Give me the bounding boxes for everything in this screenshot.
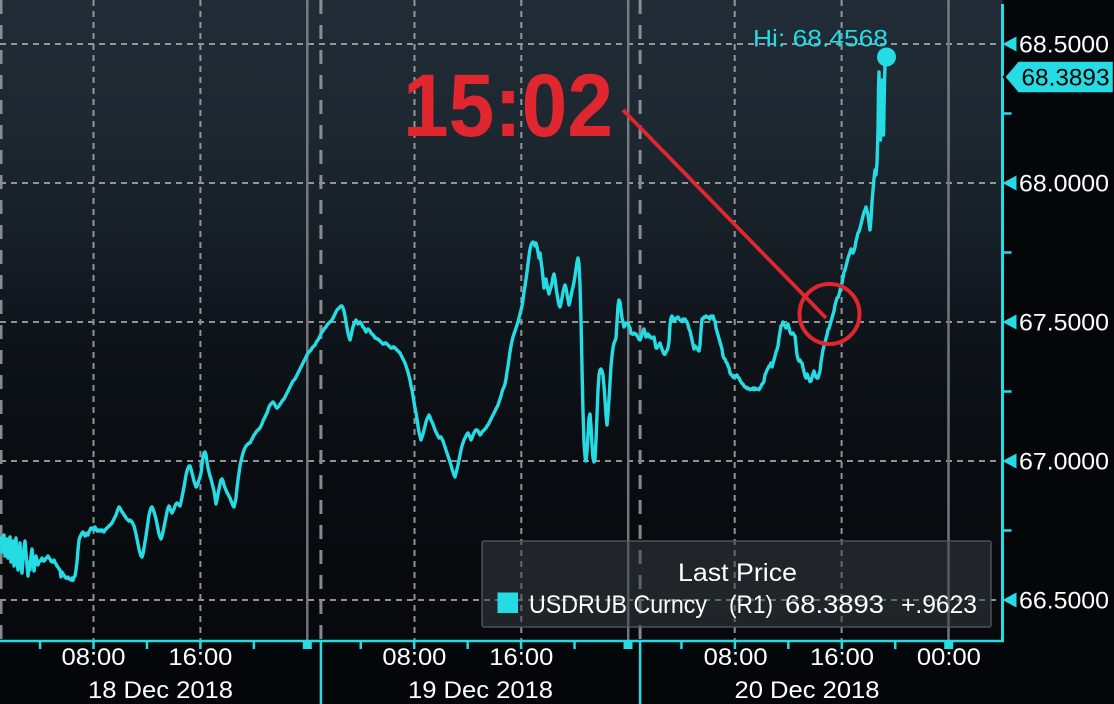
svg-text:08:00: 08:00: [704, 644, 768, 671]
svg-text:+.9623: +.9623: [901, 591, 977, 619]
svg-text:68.3893: 68.3893: [785, 591, 884, 619]
svg-text:18 Dec 2018: 18 Dec 2018: [88, 677, 233, 704]
svg-text:16:00: 16:00: [489, 644, 553, 671]
svg-text:66.5000: 66.5000: [1019, 588, 1109, 615]
svg-text:08:00: 08:00: [62, 644, 126, 671]
svg-text:Hi: 68.4568: Hi: 68.4568: [753, 26, 888, 53]
svg-text:67.0000: 67.0000: [1019, 449, 1109, 476]
svg-text:00:00: 00:00: [917, 644, 981, 671]
svg-text:19 Dec 2018: 19 Dec 2018: [408, 677, 553, 704]
svg-text:68.0000: 68.0000: [1019, 171, 1109, 198]
svg-text:16:00: 16:00: [810, 644, 874, 671]
svg-text:68.5000: 68.5000: [1019, 32, 1109, 59]
svg-text:68.3893: 68.3893: [1022, 65, 1110, 92]
svg-text:Last Price: Last Price: [678, 559, 797, 587]
svg-text:20 Dec 2018: 20 Dec 2018: [735, 677, 880, 704]
svg-text:(R1): (R1): [729, 591, 773, 619]
svg-text:08:00: 08:00: [382, 644, 446, 671]
svg-text:67.5000: 67.5000: [1019, 310, 1109, 337]
svg-text:16:00: 16:00: [168, 644, 232, 671]
svg-text:USDRUB Curncy: USDRUB Curncy: [529, 591, 707, 619]
svg-text:15:02: 15:02: [403, 55, 613, 155]
